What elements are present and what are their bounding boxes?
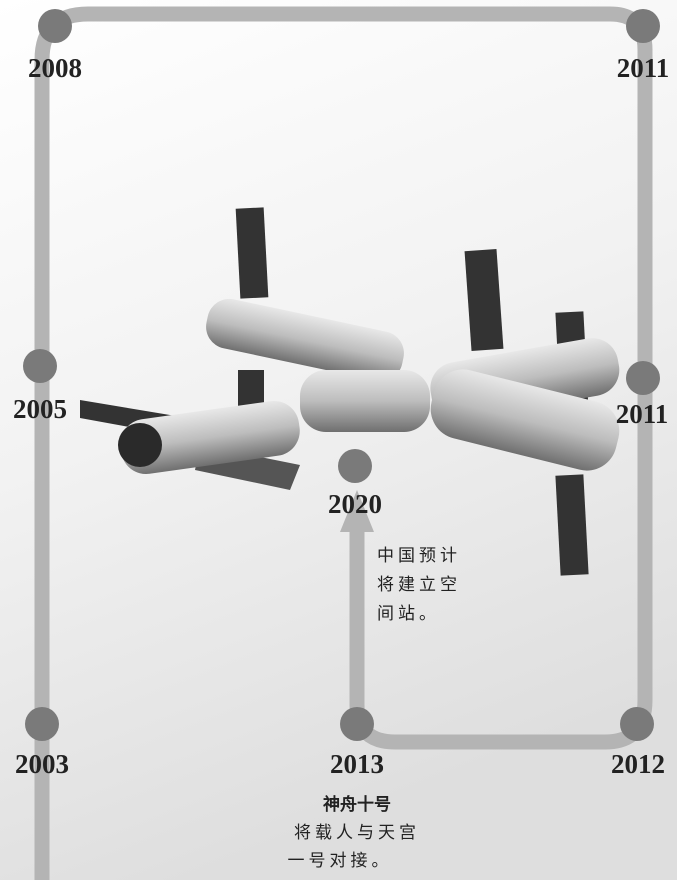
note-line: 间站。	[377, 604, 440, 624]
dot	[25, 707, 59, 741]
year-label: 2003	[15, 749, 69, 779]
year-dots	[23, 9, 660, 741]
year-label: 2005	[13, 394, 67, 424]
space-station	[80, 207, 620, 576]
dot	[626, 9, 660, 43]
note-line: 中国预计	[377, 546, 461, 566]
year-label: 2011	[616, 399, 669, 429]
year-label: 2012	[611, 749, 665, 779]
dot	[626, 361, 660, 395]
dot	[620, 707, 654, 741]
dot	[38, 9, 72, 43]
year-label: 2011	[617, 53, 670, 83]
dot	[338, 449, 372, 483]
arrow-head	[340, 490, 374, 532]
year-label: 2008	[28, 53, 82, 83]
year-label: 2020	[328, 489, 382, 519]
note-title: 神舟十号	[323, 794, 391, 815]
note-line: 将建立空	[377, 575, 461, 595]
note-line: 将载人与天宫	[294, 823, 420, 843]
year-label: 2013	[330, 749, 384, 779]
note-line: 一号对接。	[288, 851, 393, 871]
dot	[23, 349, 57, 383]
dot	[340, 707, 374, 741]
